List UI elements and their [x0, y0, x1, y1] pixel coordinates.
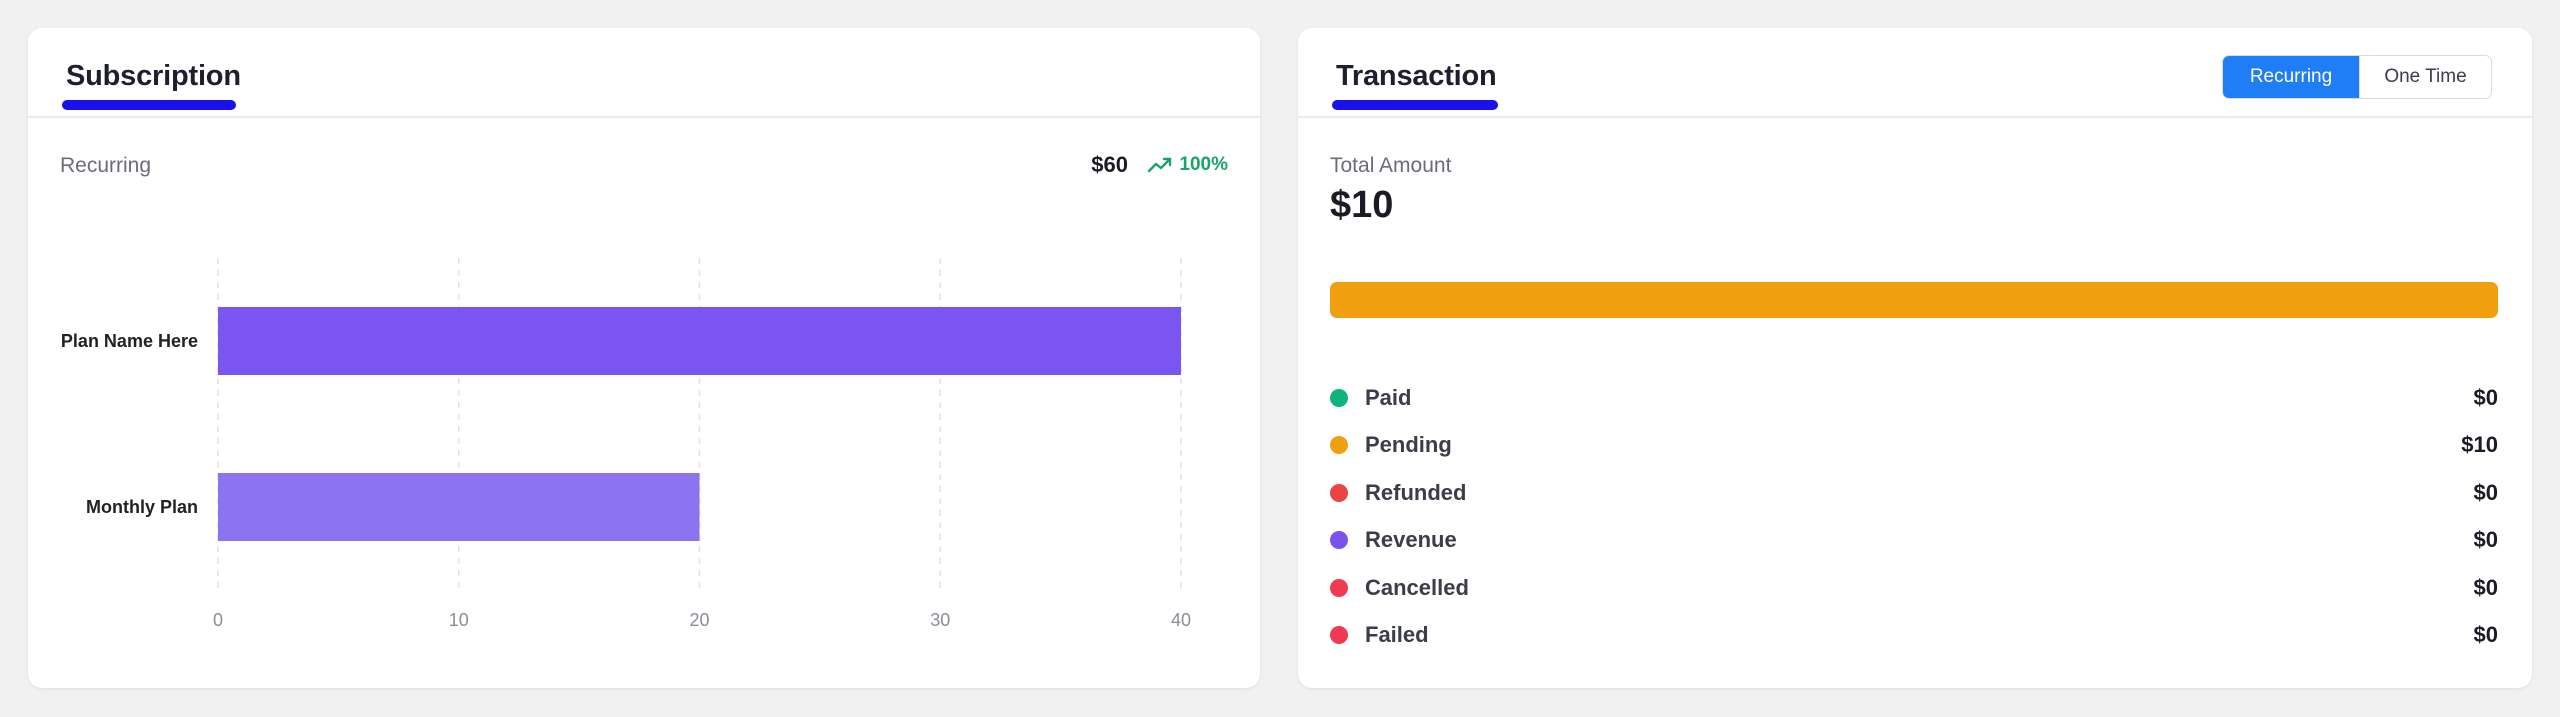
toggle-recurring-button[interactable]: Recurring — [2223, 56, 2359, 98]
x-tick-label: 40 — [1171, 610, 1191, 630]
status-name: Failed — [1365, 622, 1429, 648]
total-amount-value: $10 — [1330, 184, 1394, 226]
status-dot-icon — [1330, 436, 1348, 455]
subscription-bar-chart: 0 10 20 30 40 Plan Name Here Monthly Plan — [28, 228, 1191, 648]
trend-percentage: 100% — [1179, 154, 1228, 175]
subscription-title: Subscription — [66, 60, 241, 92]
transaction-status-bar — [1330, 282, 2498, 318]
total-amount-label: Total Amount — [1330, 154, 1452, 177]
status-left: Revenue — [1330, 527, 1457, 553]
status-bar-segment — [1330, 282, 2498, 318]
status-value: $10 — [2461, 432, 2498, 458]
x-tick-label: 30 — [930, 610, 950, 630]
transaction-type-toggle: Recurring One Time — [2222, 55, 2492, 99]
trending-up-icon — [1148, 157, 1172, 173]
status-row-pending: Pending $10 — [1330, 422, 2498, 470]
status-value: $0 — [2473, 479, 2498, 505]
status-row-cancelled: Cancelled $0 — [1330, 564, 2498, 612]
subscription-total: $60 — [1091, 152, 1128, 177]
status-name: Revenue — [1365, 527, 1457, 553]
subscription-card: Subscription Recurring $60 100% 0 10 20 30 4… — [28, 28, 1260, 688]
status-row-revenue: Revenue $0 — [1330, 517, 2498, 565]
chart-bar[interactable] — [218, 307, 1181, 375]
subscription-title-underline — [62, 100, 236, 110]
status-left: Failed — [1330, 622, 1429, 648]
status-dot-icon — [1330, 483, 1348, 502]
status-dot-icon — [1330, 626, 1348, 645]
status-value: $0 — [2473, 384, 2498, 410]
status-name: Paid — [1365, 384, 1412, 410]
status-left: Cancelled — [1330, 575, 1469, 601]
status-row-paid: Paid $0 — [1330, 374, 2498, 422]
toggle-one-time-button[interactable]: One Time — [2359, 56, 2491, 98]
y-category-label: Plan Name Here — [61, 331, 198, 351]
trend-indicator: 100% — [1147, 154, 1228, 176]
status-name: Refunded — [1365, 479, 1467, 505]
status-left: Refunded — [1330, 480, 1466, 506]
chart-label-clip — [28, 228, 56, 648]
status-name: Pending — [1365, 432, 1452, 458]
transaction-status-list: Paid $0 Pending $10 Refunded $0 Revenue $0 Cance… — [1330, 374, 2498, 659]
status-value: $0 — [2473, 622, 2498, 648]
subscription-header: Subscription — [28, 28, 1260, 118]
status-left: Paid — [1330, 385, 1411, 411]
chart-bar[interactable] — [218, 473, 700, 541]
status-row-failed: Failed $0 — [1330, 612, 2498, 660]
transaction-card: Transaction Recurring One Time Total Amo… — [1298, 28, 2532, 688]
status-dot-icon — [1330, 578, 1348, 597]
y-category-label: Monthly Plan — [86, 497, 198, 517]
status-row-refunded: Refunded $0 — [1330, 469, 2498, 517]
status-left: Pending — [1330, 432, 1452, 458]
recurring-label: Recurring — [60, 154, 152, 177]
transaction-header: Transaction Recurring One Time — [1298, 28, 2532, 118]
transaction-title-underline — [1332, 100, 1498, 110]
x-tick-label: 0 — [213, 610, 223, 630]
x-tick-label: 20 — [689, 610, 709, 630]
status-dot-icon — [1330, 531, 1348, 550]
status-value: $0 — [2473, 574, 2498, 600]
status-value: $0 — [2473, 527, 2498, 553]
status-name: Cancelled — [1365, 574, 1469, 600]
transaction-title: Transaction — [1336, 60, 1497, 92]
x-tick-label: 10 — [449, 610, 469, 630]
status-dot-icon — [1330, 388, 1348, 407]
